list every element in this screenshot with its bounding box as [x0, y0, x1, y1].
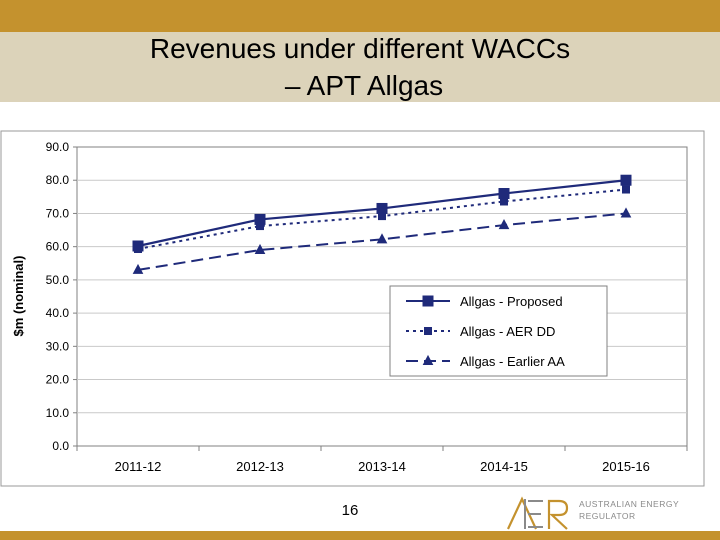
aer-logo-mark	[507, 496, 569, 530]
series-1	[134, 185, 630, 253]
marker-small-square	[424, 327, 432, 335]
logo-name-line-1: AUSTRALIAN ENERGY	[579, 499, 680, 509]
marker-square	[376, 202, 388, 214]
y-tick-label: 30.0	[46, 339, 70, 353]
y-tick-label: 90.0	[46, 140, 70, 154]
slide-title-line-2: – APT Allgas	[284, 70, 444, 101]
legend-label: Allgas - Earlier AA	[460, 354, 565, 369]
revenue-line-chart: 0.010.020.030.040.050.060.070.080.090.0 …	[0, 130, 705, 487]
y-tick-label: 50.0	[46, 273, 70, 287]
marker-square	[620, 174, 632, 186]
slide-title-line-1: Revenues under different WACCs	[149, 33, 571, 64]
marker-triangle	[254, 243, 266, 254]
y-tick-label: 80.0	[46, 173, 70, 187]
series-line	[137, 212, 627, 271]
marker-small-square	[500, 197, 508, 206]
legend-label: Allgas - Proposed	[460, 294, 563, 309]
series-2	[132, 207, 632, 274]
marker-triangle	[376, 233, 388, 244]
series-layer	[132, 174, 632, 274]
y-tick-label: 20.0	[46, 373, 70, 387]
x-tick-label: 2011-12	[115, 459, 162, 474]
marker-small-square	[622, 185, 630, 194]
marker-small-square	[256, 222, 264, 231]
y-tick-label: 10.0	[46, 406, 70, 420]
top-accent-bar	[0, 0, 720, 32]
y-tick-label: 60.0	[46, 240, 70, 254]
y-axis-label: $m (nominal)	[11, 256, 26, 337]
marker-triangle	[498, 219, 510, 230]
logo-name-line-2: REGULATOR	[579, 511, 636, 521]
y-tick-label: 70.0	[46, 206, 70, 220]
marker-small-square	[134, 244, 142, 253]
title-band	[0, 32, 720, 102]
x-tick-label: 2014-15	[480, 459, 528, 474]
y-axis: 0.0 10.0 20.0 30.0 40.0 50.0 60.0 70.0 80.0 90.0	[46, 140, 77, 453]
marker-triangle	[620, 207, 632, 218]
x-tick-label: 2015-16	[602, 459, 650, 474]
chart-legend: Allgas - Proposed Allgas - AER DD Allgas -…	[389, 285, 608, 377]
page-number: 16	[341, 502, 359, 519]
marker-small-square	[378, 212, 386, 221]
marker-square	[498, 188, 510, 200]
legend-label: Allgas - AER DD	[460, 324, 555, 339]
x-tick-label: 2012-13	[236, 459, 284, 474]
marker-triangle	[132, 263, 144, 274]
x-tick-label: 2013-14	[358, 459, 406, 474]
marker-square	[422, 295, 434, 307]
aer-logo: AUSTRALIAN ENERGY REGULATOR	[505, 496, 705, 532]
marker-triangle	[422, 354, 434, 365]
y-tick-label: 0.0	[52, 439, 69, 453]
y-tick-label: 40.0	[46, 306, 70, 320]
bottom-accent-bar	[0, 531, 720, 540]
x-axis: 2011-12 2012-13 2013-14 2014-15 2015-16	[76, 446, 688, 474]
